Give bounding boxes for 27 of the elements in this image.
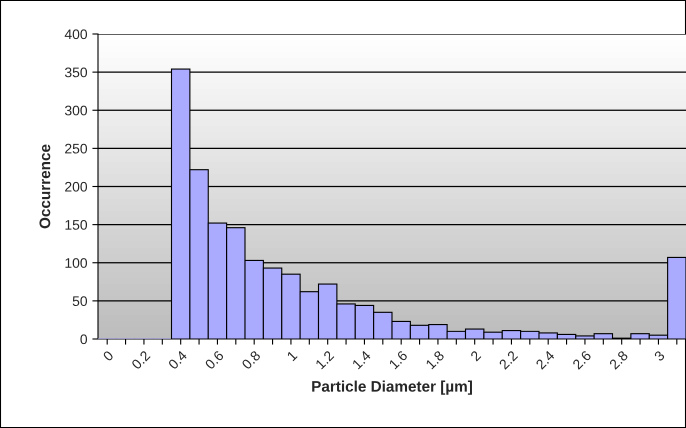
y-tick-label: 200: [65, 182, 88, 192]
x-tick-label: 0.4: [168, 350, 188, 370]
x-tick-label: 0: [102, 350, 114, 362]
y-tick-label: 250: [65, 144, 88, 154]
x-tick-label: 0.2: [130, 350, 151, 370]
x-tick-label: 1: [286, 350, 298, 362]
x-tick-label: 1.8: [425, 350, 445, 370]
x-tick-label: 1.2: [315, 350, 334, 370]
x-tick-label: 0.6: [204, 350, 224, 370]
y-tick-label: 50: [72, 296, 88, 306]
y-tick-label: 350: [64, 67, 88, 78]
y-tick-label: 300: [64, 106, 88, 116]
y-tick-label: 0: [80, 334, 88, 344]
y-axis-title: Occurrence: [39, 144, 50, 228]
x-tick-label: 1.4: [352, 350, 372, 370]
x-tick-label: 2.8: [608, 350, 628, 370]
x-tick-label: 2: [470, 350, 482, 362]
x-tick-label: 2.6: [572, 350, 592, 370]
y-tick-label: 400: [64, 29, 88, 40]
x-axis-title: Particle Diameter [µm]: [312, 380, 472, 395]
x-tick-label: 2.4: [535, 350, 556, 370]
x-tick-label: 2.2: [498, 350, 518, 370]
x-tick-label: 0.8: [241, 350, 261, 370]
x-tick-label: 1.6: [388, 350, 408, 370]
y-tick-label: 100: [65, 258, 88, 268]
x-tick-label: 3: [654, 350, 666, 362]
y-tick-label: 150: [65, 220, 88, 230]
